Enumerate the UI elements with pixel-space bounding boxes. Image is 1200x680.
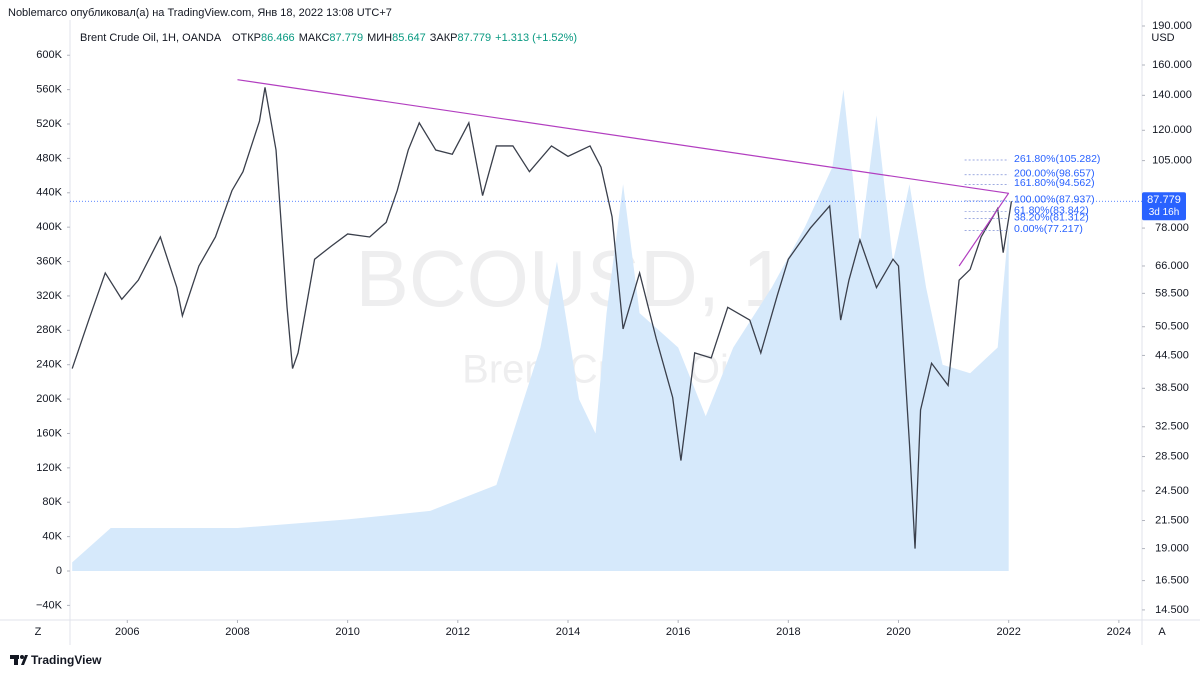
currency-label: USD <box>1151 32 1174 44</box>
x-tick-label: 2012 <box>446 626 470 638</box>
y-tick-label: 80K <box>42 496 62 508</box>
y-tick-label: 440K <box>36 187 62 199</box>
x-tick-label: 2010 <box>335 626 359 638</box>
x-tick-label: 2008 <box>225 626 249 638</box>
y2-tick-label: 28.500 <box>1155 450 1189 462</box>
x-tick-label: 2020 <box>886 626 910 638</box>
y-tick-label: 600K <box>36 49 62 61</box>
y2-tick-label: 32.500 <box>1155 421 1189 433</box>
log-toggle[interactable]: Z <box>35 626 42 638</box>
y2-tick-label: 58.500 <box>1155 287 1189 299</box>
x-tick-label: 2022 <box>996 626 1020 638</box>
x-tick-label: 2018 <box>776 626 800 638</box>
y-tick-label: 480K <box>36 152 62 164</box>
y2-tick-label: 38.500 <box>1155 382 1189 394</box>
auto-toggle[interactable]: A <box>1158 626 1166 638</box>
countdown: 3d 16h <box>1149 207 1180 218</box>
ohlc-label: МАКС <box>299 32 330 44</box>
chart-title: Brent Crude Oil, 1Н, OANDA <box>80 32 222 44</box>
y2-tick-label: 190.000 <box>1152 20 1192 32</box>
y-tick-label: 560K <box>36 84 62 96</box>
x-tick-label: 2016 <box>666 626 690 638</box>
header: Noblemarco опубликовал(а) на TradingView… <box>8 7 392 19</box>
y2-tick-label: 19.000 <box>1155 542 1189 554</box>
ohlc-value: 85.647 <box>392 32 426 44</box>
area <box>72 89 1009 572</box>
y-tick-label: 40K <box>42 531 62 543</box>
fib-label: 100.00%(87.937) <box>1014 194 1095 206</box>
ohlc-value: 87.779 <box>329 32 363 44</box>
y-tick-label: 320K <box>36 290 62 302</box>
ohlc-label: ОТКР <box>232 32 261 44</box>
ohlc-label: ЗАКР <box>430 32 458 44</box>
y2-tick-label: 16.500 <box>1155 575 1189 587</box>
price-line <box>71 87 1013 549</box>
y2-tick-label: 50.500 <box>1155 321 1189 333</box>
price-tag <box>1142 192 1186 221</box>
ohlc-label: МИН <box>367 32 392 44</box>
fib-label: 261.80%(105.282) <box>1014 153 1100 165</box>
x-tick-label: 2006 <box>115 626 139 638</box>
x-tick-label: 2014 <box>556 626 580 638</box>
y2-tick-label: 21.500 <box>1155 514 1189 526</box>
y-tick-label: 120K <box>36 462 62 474</box>
y-tick-label: 240K <box>36 359 62 371</box>
fib-label: 0.00%(77.217) <box>1014 223 1083 235</box>
y-tick-label: 280K <box>36 324 62 336</box>
ohlc-row: ОТКР86.466 МАКС87.779 МИН85.647 ЗАКР87.779 +… <box>232 32 577 44</box>
ohlc-value: 86.466 <box>261 32 295 44</box>
price-tag-value: 87.779 <box>1147 194 1181 206</box>
y2-tick-label: 14.500 <box>1155 604 1189 616</box>
x-tick-label: 2024 <box>1107 626 1131 638</box>
y2-tick-label: 78.000 <box>1155 222 1189 234</box>
y2-tick-label: 66.000 <box>1155 260 1189 272</box>
y-tick-label: 400K <box>36 221 62 233</box>
ohlc-value: 87.779 <box>457 32 491 44</box>
footer-logo <box>10 655 28 665</box>
y-tick-label: 360K <box>36 255 62 267</box>
trendline <box>958 192 1010 267</box>
trendline <box>237 79 1009 194</box>
fib-label: 61.80%(83.842) <box>1014 204 1089 216</box>
fib-label: 200.00%(98.657) <box>1014 168 1095 180</box>
fib-label: 38.20%(81.312) <box>1014 211 1089 223</box>
y2-tick-label: 140.000 <box>1152 89 1192 101</box>
fib-label: 161.80%(94.562) <box>1014 177 1095 189</box>
y2-tick-label: 24.500 <box>1155 485 1189 497</box>
y-tick-label: 200K <box>36 393 62 405</box>
y2-tick-label: 105.000 <box>1152 155 1192 167</box>
y2-tick-label: 120.000 <box>1152 124 1192 136</box>
y-tick-label: −40K <box>36 599 63 611</box>
y-tick-label: 0 <box>56 565 62 577</box>
footer-brand: TradingView <box>31 653 102 667</box>
y2-tick-label: 160.000 <box>1152 59 1192 71</box>
y-tick-label: 520K <box>36 118 62 130</box>
ohlc-change: +1.313 (+1.52%) <box>495 32 577 44</box>
y2-tick-label: 44.500 <box>1155 349 1189 361</box>
y-tick-label: 160K <box>36 427 62 439</box>
